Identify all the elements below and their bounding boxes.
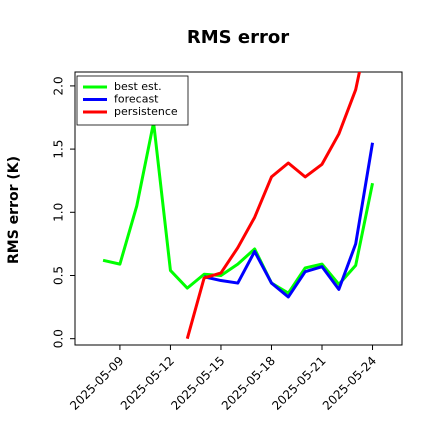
- legend-label: best est.: [114, 80, 162, 93]
- chart-title: RMS error: [187, 27, 289, 48]
- plot-frame: [74, 71, 403, 346]
- x-tick-label: 2025-05-24: [320, 354, 379, 413]
- series-line: [185, 72, 361, 340]
- y-tick-label: 1.0: [52, 203, 66, 222]
- legend-label: forecast: [114, 93, 159, 106]
- y-tick-label: 2.0: [52, 76, 66, 95]
- y-axis-label: RMS error (K): [6, 156, 22, 264]
- legend-label: persistence: [114, 105, 178, 118]
- series-line: [203, 142, 375, 299]
- y-tick-label: 0.5: [52, 266, 66, 285]
- series-line: [102, 121, 374, 295]
- y-tick-label: 0.0: [52, 329, 66, 348]
- y-tick-label: 1.5: [52, 140, 66, 159]
- plot-lines: [102, 72, 375, 340]
